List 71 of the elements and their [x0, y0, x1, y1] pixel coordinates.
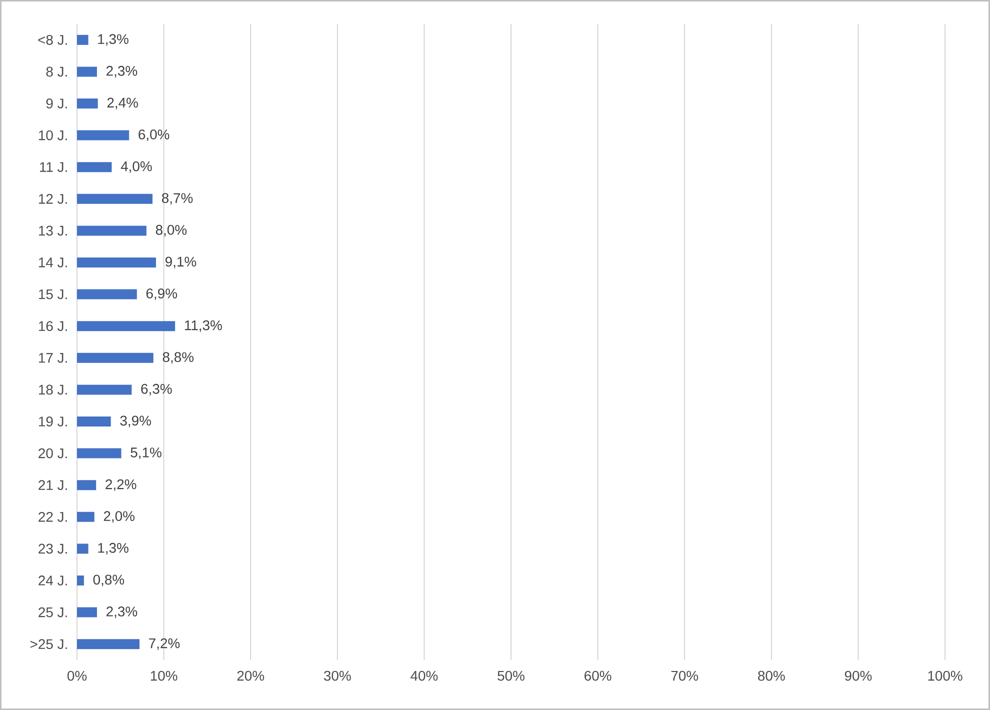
y-tick-label: 10 J. [38, 130, 67, 140]
data-label: 2,4% [107, 98, 138, 110]
x-tick-label: 10% [150, 670, 178, 681]
x-tick-label: 70% [671, 670, 698, 681]
data-label: 4,0% [120, 161, 152, 173]
x-tick-label: 0% [67, 670, 87, 681]
y-tick-label: 11 J. [40, 162, 67, 172]
bar [77, 130, 130, 140]
data-label: 6,3% [141, 384, 172, 396]
bar [77, 512, 94, 522]
bar [77, 34, 88, 45]
y-tick-label: 13 J. [38, 226, 67, 236]
bar [77, 352, 154, 363]
x-tick-label: 100% [928, 670, 962, 681]
y-tick-label: 20 J. [38, 448, 67, 458]
bar [77, 639, 140, 650]
y-tick-label: 22 J. [38, 512, 67, 522]
y-tick-label: 24 J. [38, 576, 67, 586]
bar [77, 384, 132, 395]
y-tick-label: 16 J. [38, 321, 67, 332]
y-tick-label: 14 J. [38, 258, 67, 268]
x-tick-label: 80% [758, 670, 785, 681]
bar [77, 98, 98, 108]
data-label: 6,0% [138, 130, 170, 142]
bar [77, 576, 84, 586]
data-label: 1,3% [98, 34, 128, 46]
data-label: 5,1% [130, 448, 162, 460]
x-tick-label: 30% [324, 670, 351, 681]
y-tick-label: 12 J. [38, 194, 67, 204]
data-label: 8,7% [162, 193, 193, 205]
y-tick-label: 17 J. [38, 353, 67, 363]
data-label: 7,2% [149, 638, 180, 650]
data-label: 6,9% [146, 288, 178, 300]
y-tick-label: 19 J. [38, 416, 67, 426]
y-tick-label: 21 J. [38, 480, 67, 490]
bar [77, 258, 156, 268]
data-label: 0,8% [93, 574, 124, 586]
x-tick-label: 60% [584, 670, 612, 681]
data-label: 2,3% [106, 66, 138, 78]
bar [77, 162, 112, 172]
bar [77, 194, 153, 204]
data-label: 2,0% [104, 511, 134, 523]
data-label: 8,0% [156, 224, 187, 236]
y-tick-label: <8 J. [38, 34, 67, 45]
y-tick-label: >25 J. [30, 639, 67, 650]
bar [77, 416, 111, 427]
bar [77, 226, 146, 236]
bar [77, 289, 137, 300]
x-tick-label: 40% [410, 670, 438, 681]
y-tick-label: 25 J. [38, 607, 67, 618]
y-tick-label: 18 J. [38, 384, 67, 395]
x-tick-label: 90% [844, 670, 872, 681]
x-tick-label: 50% [498, 670, 524, 681]
data-label: 9,1% [165, 256, 196, 268]
data-label: 2,3% [106, 606, 138, 618]
data-label: 2,2% [106, 479, 136, 491]
bar [77, 66, 97, 77]
y-tick-label: 8 J. [46, 66, 67, 77]
data-label: 11,3% [184, 320, 222, 332]
bar [77, 321, 176, 332]
data-label: 1,3% [98, 542, 128, 554]
bar [77, 480, 96, 490]
data-label: 3,9% [120, 416, 151, 428]
data-label: 8,8% [162, 352, 194, 364]
bar [77, 544, 88, 554]
y-tick-label: 9 J. [46, 98, 67, 108]
x-tick-label: 20% [237, 670, 264, 681]
bar [77, 448, 122, 458]
bar [77, 607, 97, 618]
y-tick-label: 23 J. [38, 544, 67, 554]
y-tick-label: 15 J. [38, 289, 67, 300]
